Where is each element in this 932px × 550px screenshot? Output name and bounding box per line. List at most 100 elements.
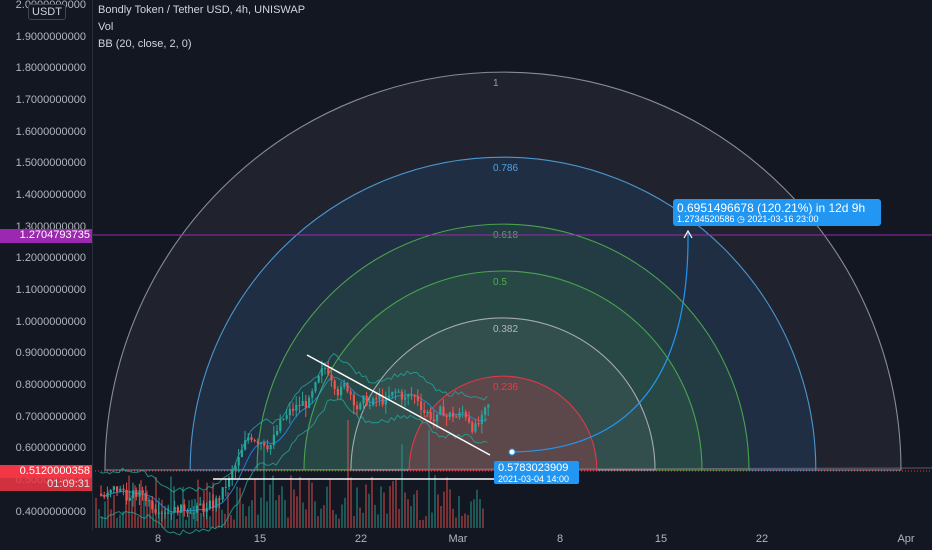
volume-bar: [272, 475, 274, 528]
legend-bollinger[interactable]: BB (20, close, 2, 0): [98, 38, 192, 50]
candle-body: [135, 490, 138, 497]
anchor-point[interactable]: [508, 448, 516, 456]
legend-volume[interactable]: Vol: [98, 21, 114, 33]
candle-body: [285, 415, 288, 419]
candle-body: [218, 498, 221, 500]
legend-symbol[interactable]: Bondly Token / Tether USD, 4h, UNISWAP: [98, 4, 306, 16]
volume-bar: [179, 510, 181, 528]
candle-body: [256, 441, 259, 444]
volume-bar: [395, 480, 397, 528]
candle-body: [196, 505, 199, 513]
trend-lines[interactable]: [213, 354, 497, 480]
candle-body: [413, 395, 416, 397]
candle-body: [423, 409, 426, 414]
candle-body: [228, 478, 231, 487]
volume-bar: [122, 511, 124, 528]
candle-body: [308, 397, 311, 408]
point-price-time: 2021-03-04 14:00: [498, 474, 570, 484]
volume-bar: [266, 501, 268, 528]
volume-bar: [389, 486, 391, 528]
candle-body: [202, 503, 205, 512]
projection-arc[interactable]: [511, 232, 689, 453]
candle-body: [484, 407, 487, 416]
candle-body: [416, 395, 419, 402]
volume-bars: [95, 420, 484, 528]
fib-arc[interactable]: [408, 375, 598, 471]
current-price-countdown: 01:09:31: [0, 478, 92, 491]
volume-bar: [251, 500, 253, 528]
volume-bar: [125, 489, 127, 528]
volume-bar: [410, 506, 412, 528]
candle-body: [250, 437, 253, 441]
fib-speed-arcs[interactable]: 1 0.786 0.618 0.5 0.382 0.236: [104, 71, 932, 471]
candle-body: [148, 500, 151, 502]
volume-bar: [359, 507, 361, 528]
volume-bar: [398, 509, 400, 528]
candle-body: [215, 498, 218, 509]
price-axis-tick: 0.6000000000: [15, 442, 86, 455]
volume-bar: [449, 489, 451, 528]
volume-bar: [182, 486, 184, 528]
candle-body: [301, 401, 304, 406]
price-axis[interactable]: [0, 0, 93, 530]
price-axis-tick: 0.4000000000: [15, 505, 86, 518]
volume-bar: [260, 497, 262, 528]
volume-bar: [245, 516, 247, 528]
volume-bar: [287, 517, 289, 528]
volume-bar: [239, 487, 241, 528]
volume-bar: [146, 490, 148, 528]
volume-bar: [320, 508, 322, 528]
candle-body: [445, 416, 448, 418]
candle-body: [192, 512, 195, 514]
candle-body: [391, 391, 394, 396]
fib-arc[interactable]: [256, 223, 750, 471]
volume-bar: [308, 479, 310, 528]
volume-bar: [254, 479, 256, 528]
currency-badge[interactable]: USDT: [28, 4, 66, 20]
volume-bar: [233, 519, 235, 528]
volume-bar: [311, 482, 313, 528]
candle-body: [461, 412, 464, 414]
volume-bar: [368, 493, 370, 528]
candle-body: [292, 408, 295, 411]
volume-bar: [326, 486, 328, 528]
measure-tooltip-line1: 0.6951496678 (120.21%) in 12d 9h: [677, 201, 866, 215]
price-axis-tick: 1.2000000000: [15, 252, 86, 265]
volume-bar: [278, 495, 280, 528]
candle-body: [212, 500, 215, 509]
candle-body: [263, 442, 266, 446]
volume-bar: [329, 479, 331, 528]
candle-body: [231, 470, 234, 479]
fib-arc[interactable]: [350, 317, 656, 471]
volume-bar: [140, 480, 142, 528]
volume-bar: [440, 506, 442, 528]
candle-body: [141, 490, 144, 494]
volume-bar: [464, 513, 466, 528]
descending-trend-line[interactable]: [306, 354, 491, 456]
bollinger-line: [99, 398, 488, 536]
fib-arc-label: 0.5: [493, 277, 507, 288]
volume-bar: [224, 513, 226, 528]
candle-body: [154, 509, 157, 513]
price-axis-tick: 1.6000000000: [15, 125, 86, 138]
volume-bar: [416, 490, 418, 528]
volume-bar: [215, 497, 217, 528]
volume-bar: [242, 503, 244, 528]
candle-body: [327, 367, 330, 375]
volume-bar: [458, 496, 460, 528]
current-price-tag: 0.5120000358: [0, 465, 92, 478]
candle-body: [400, 391, 403, 400]
volume-bar: [341, 504, 343, 528]
time-axis-tick: Mar: [448, 533, 468, 545]
volume-bar: [476, 489, 478, 528]
volume-bar: [353, 516, 355, 528]
volume-bar: [404, 492, 406, 528]
volume-bar: [380, 486, 382, 528]
candle-body: [122, 488, 125, 491]
volume-bar: [200, 513, 202, 528]
candle-body: [381, 395, 384, 405]
volume-bar: [392, 481, 394, 528]
volume-bar: [467, 514, 469, 528]
candle-body: [189, 512, 192, 514]
